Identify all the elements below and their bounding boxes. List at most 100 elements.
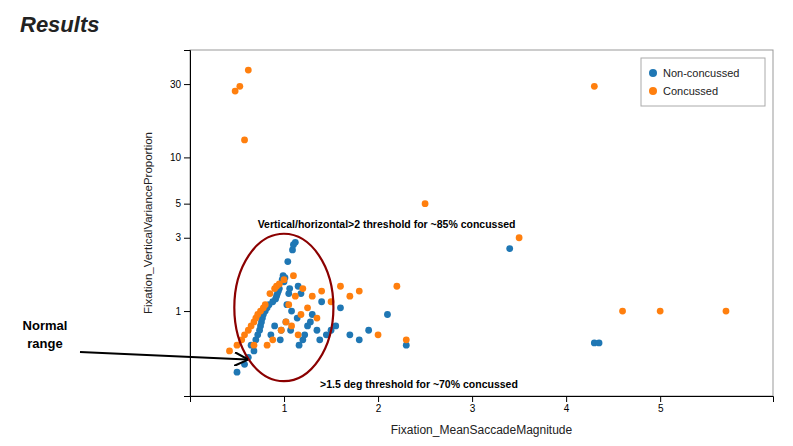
- point: [292, 293, 299, 300]
- y-tick-mark: [184, 204, 190, 205]
- y-tick-label: 3: [175, 232, 181, 243]
- point: [723, 308, 730, 315]
- point: [591, 83, 598, 90]
- x-tick-mark: [566, 396, 567, 402]
- series-points: [226, 67, 729, 355]
- y-tick-mark: [184, 157, 190, 158]
- point: [278, 327, 285, 334]
- point: [365, 327, 372, 334]
- y-tick: 3: [175, 232, 190, 243]
- x-tick: 3: [470, 396, 476, 414]
- point: [277, 336, 284, 343]
- point: [251, 348, 258, 355]
- x-tick: 1: [282, 396, 288, 414]
- y-tick-mark: [184, 84, 190, 85]
- point: [283, 318, 290, 325]
- y-tick-label: 1: [175, 306, 181, 317]
- title: Results: [20, 12, 99, 37]
- point: [422, 200, 429, 207]
- point: [596, 340, 603, 347]
- point: [234, 369, 241, 376]
- point: [236, 83, 243, 90]
- x-tick: 4: [564, 396, 570, 414]
- x-tick: 2: [376, 396, 382, 414]
- x-axis-title: Fixation_MeanSaccadeMagnitude: [391, 423, 573, 437]
- point: [288, 323, 295, 330]
- y-tick-label: 30: [170, 79, 182, 90]
- point: [516, 234, 523, 241]
- point: [384, 311, 391, 318]
- point: [307, 318, 314, 325]
- y-tick: 30: [170, 79, 190, 90]
- x-tick-label: 1: [282, 403, 288, 414]
- point: [506, 245, 513, 252]
- x-tick-mark: [378, 396, 379, 402]
- point: [314, 327, 321, 334]
- point: [284, 258, 291, 265]
- arrow: [80, 352, 247, 360]
- annotation: >1.5 deg threshold for ~70% concussed: [320, 378, 518, 390]
- y-tick-label: 5: [175, 198, 181, 209]
- point: [290, 272, 297, 279]
- y-axis-title: Fixation_VerticalVarianceProportion: [142, 132, 154, 314]
- x-tick-label: 2: [376, 403, 382, 414]
- point: [281, 276, 288, 283]
- point: [271, 323, 278, 330]
- legend: Non-concussed Concussed: [641, 58, 765, 106]
- point: [285, 301, 292, 308]
- point: [301, 331, 308, 338]
- point: [309, 293, 316, 300]
- y-tick: 1: [175, 306, 190, 317]
- point: [403, 336, 410, 343]
- point: [337, 283, 344, 290]
- y-tick-mark: [184, 238, 190, 239]
- point: [288, 308, 295, 315]
- point: [262, 301, 269, 308]
- point: [299, 285, 306, 292]
- point: [226, 348, 233, 355]
- y-axis-line: [184, 51, 191, 397]
- legend-item: Non-concussed: [649, 67, 739, 79]
- point: [295, 331, 302, 338]
- point: [269, 336, 276, 343]
- annotation-line: Normal: [23, 318, 68, 333]
- point: [356, 336, 363, 343]
- point: [346, 293, 353, 300]
- y-tick-label: 10: [170, 152, 182, 163]
- x-axis-line: [191, 397, 774, 403]
- point: [337, 304, 344, 311]
- point: [316, 336, 323, 343]
- point: [657, 308, 664, 315]
- legend-item: Concussed: [649, 85, 718, 97]
- x-axis: 12345: [191, 396, 774, 414]
- x-tick-label: 4: [564, 403, 570, 414]
- point: [245, 67, 252, 74]
- point: [346, 331, 353, 338]
- point: [393, 283, 400, 290]
- legend-swatch: [649, 87, 657, 95]
- chart-svg: Results 1 2 3 4 51 3 5 10 30 Fixation_MeanSaccadeM…: [0, 0, 793, 446]
- x-tick-mark: [660, 396, 661, 402]
- legend-swatch: [649, 69, 657, 77]
- point: [286, 285, 293, 292]
- point: [356, 288, 363, 295]
- x-tick-mark: [284, 396, 285, 402]
- legend-label: Concussed: [663, 85, 718, 97]
- point: [298, 311, 305, 318]
- legend-label: Non-concussed: [663, 67, 739, 79]
- point: [375, 331, 382, 338]
- annotation-line: range: [27, 336, 62, 351]
- point: [304, 304, 311, 311]
- point: [283, 318, 290, 325]
- point: [318, 288, 325, 295]
- annotation: Vertical/horizontal>2 threshold for ~85%…: [258, 218, 516, 230]
- point: [619, 308, 626, 315]
- y-tick-mark: [184, 311, 190, 312]
- normal-ellipse: [234, 234, 333, 381]
- x-tick-label: 3: [470, 403, 476, 414]
- point: [241, 361, 248, 368]
- y-axis: 1 3 5 10 30: [170, 51, 191, 397]
- x-tick-mark: [472, 396, 473, 402]
- point: [267, 290, 274, 297]
- point: [241, 136, 248, 143]
